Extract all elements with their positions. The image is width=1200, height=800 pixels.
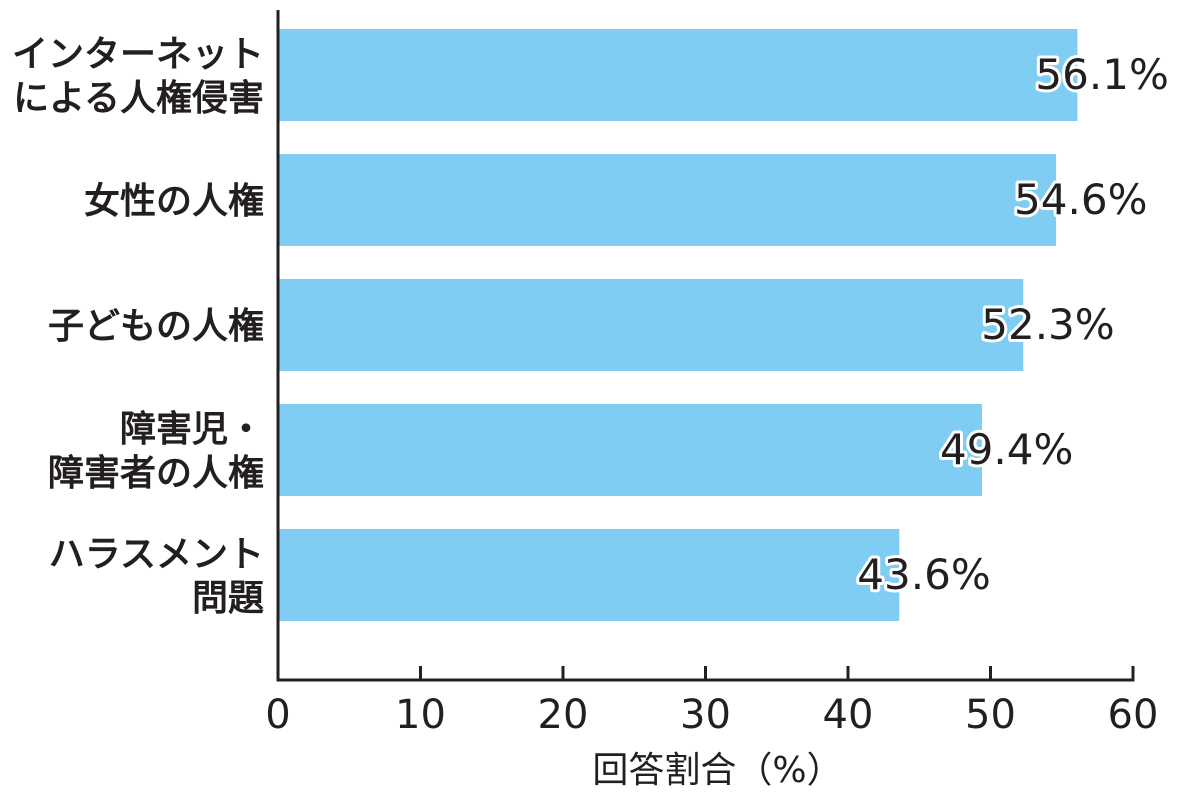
x-tick-label: 10 [395, 692, 446, 738]
bar [278, 279, 1024, 371]
x-tick-label: 20 [538, 692, 589, 738]
category-label: 問題 [192, 578, 264, 619]
x-axis-title: 回答割合（%） [592, 750, 842, 791]
bars-group [278, 29, 1078, 621]
axes-group: 0 10 20 30 40 50 60 [265, 10, 1158, 738]
x-tick-label: 60 [1108, 692, 1159, 738]
bar [278, 29, 1078, 121]
data-label: 52.3% [981, 300, 1114, 349]
category-label: 障害児・ [120, 409, 264, 450]
x-tick-label: 40 [823, 692, 874, 738]
bar [278, 404, 982, 496]
bar [278, 529, 900, 621]
x-tick-label: 0 [265, 692, 290, 738]
x-tick-label: 30 [680, 692, 731, 738]
category-label: 女性の人権 [84, 181, 264, 222]
category-label: 障害者の人権 [48, 453, 264, 494]
x-tick-label: 50 [965, 692, 1016, 738]
data-label: 49.4% [940, 425, 1073, 474]
category-label: 子どもの人権 [48, 306, 264, 347]
data-label: 56.1% [1035, 50, 1168, 99]
category-label: インターネット [12, 34, 264, 75]
category-label: による人権侵害 [13, 78, 264, 119]
data-label: 54.6% [1014, 175, 1147, 224]
data-label: 43.6% [857, 550, 990, 599]
bar [278, 154, 1057, 246]
category-label: ハラスメント [49, 534, 264, 575]
